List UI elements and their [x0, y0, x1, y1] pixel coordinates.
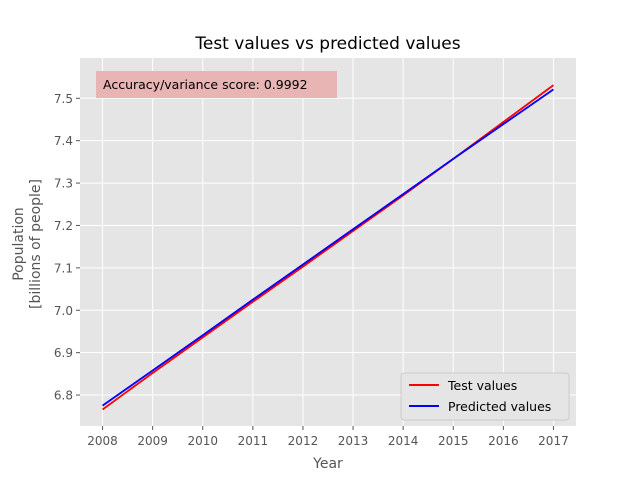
y-tick-label: 7.2 — [54, 219, 73, 233]
y-tick-label: 7.3 — [54, 177, 73, 191]
y-axis-label-line-2: [billions of people] — [28, 179, 44, 309]
x-tick-label: 2014 — [388, 434, 419, 448]
x-axis-label: Year — [312, 456, 343, 472]
chart-title: Test values vs predicted values — [194, 34, 460, 54]
series-line-predicted-values — [102, 88, 554, 407]
x-tick-label: 2011 — [238, 434, 269, 448]
legend: Test values Predicted values — [400, 372, 570, 421]
x-tick-label: 2012 — [288, 434, 319, 448]
y-tick-label: 7.0 — [54, 304, 73, 318]
y-tick-label: 7.4 — [54, 134, 73, 148]
x-tick-label: 2015 — [438, 434, 469, 448]
y-tick-label: 7.5 — [54, 92, 73, 106]
x-tick-label: 2017 — [538, 434, 569, 448]
y-axis-label-line-1: Population — [11, 207, 27, 281]
legend-box — [400, 372, 570, 421]
x-tick-label: 2008 — [87, 434, 118, 448]
x-tick-label: 2009 — [137, 434, 168, 448]
x-tick-label: 2013 — [338, 434, 369, 448]
legend-label-predicted: Predicted values — [448, 399, 551, 414]
annotation-box: Accuracy/variance score: 0.9992 — [96, 71, 337, 98]
x-tick-label: 2010 — [187, 434, 218, 448]
legend-label-test: Test values — [447, 378, 517, 393]
plot-area — [80, 58, 576, 426]
x-ticks: 2008 2009 2010 2011 2012 2013 2014 2015 2016 2017 — [87, 426, 569, 448]
series-lines — [102, 84, 554, 411]
annotation-text: Accuracy/variance score: 0.9992 — [103, 77, 308, 92]
annotation-background — [96, 71, 337, 98]
y-tick-label: 6.9 — [54, 346, 73, 360]
y-tick-label: 7.1 — [54, 261, 73, 275]
y-ticks: 6.8 6.9 7.0 7.1 7.2 7.3 7.4 7.5 — [54, 92, 80, 403]
y-tick-label: 6.8 — [54, 389, 73, 403]
x-tick-label: 2016 — [488, 434, 519, 448]
y-axis-label: Population [billions of people] — [11, 179, 44, 309]
